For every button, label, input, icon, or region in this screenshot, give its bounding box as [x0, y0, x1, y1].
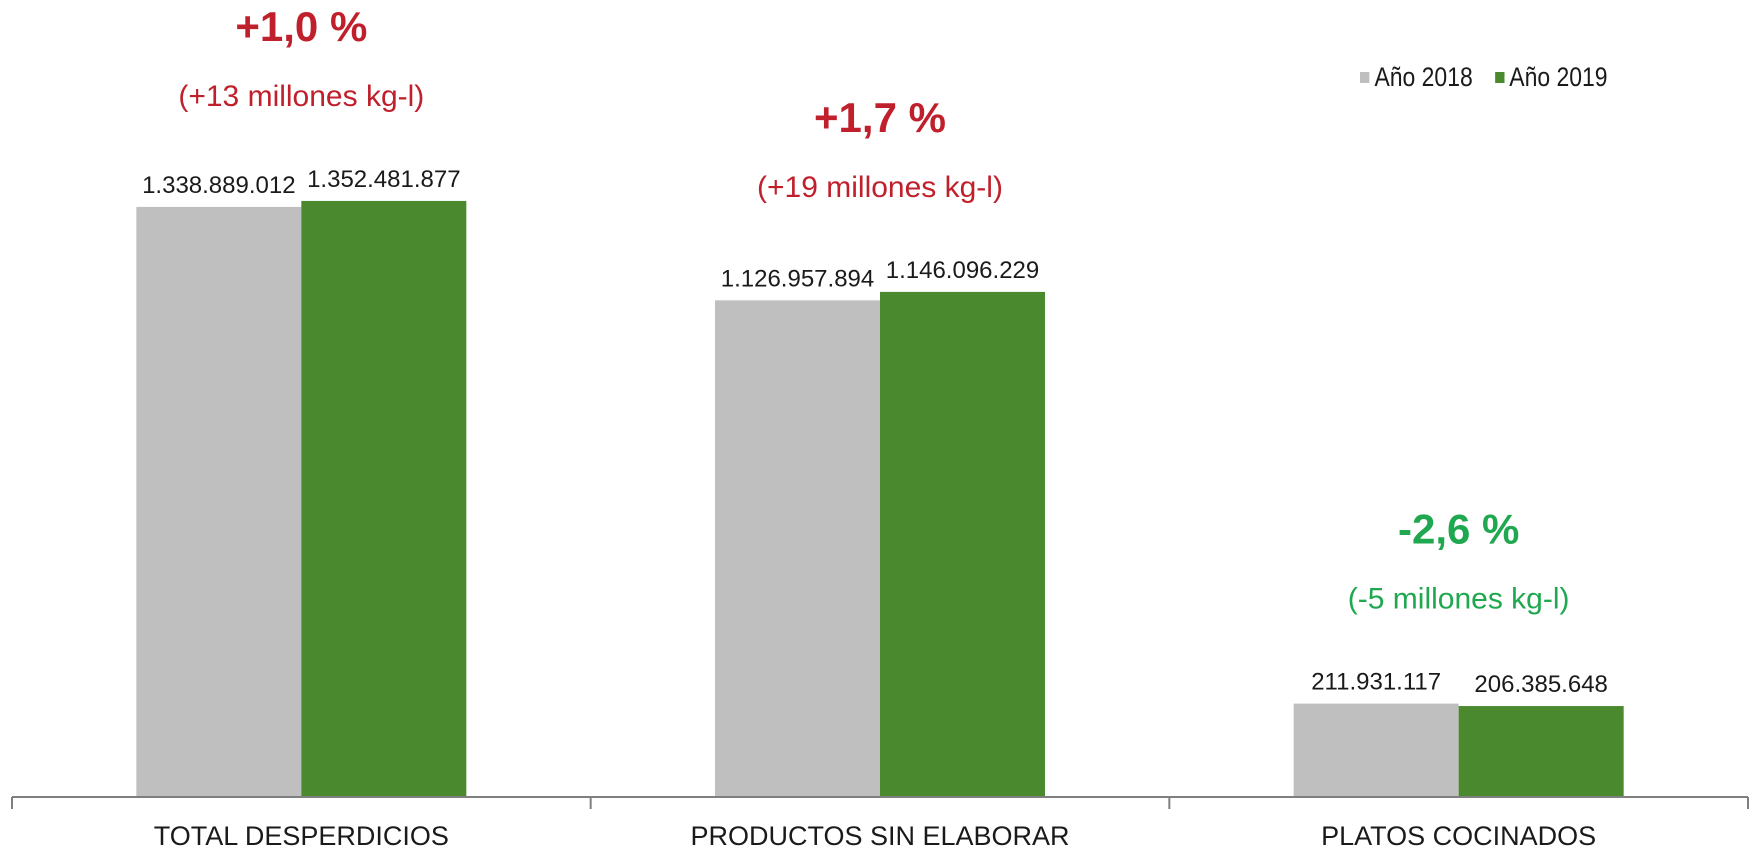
- bar-2019-2: [1458, 706, 1624, 797]
- bars-layer: [136, 200, 1624, 798]
- legend-swatch-2018: [1360, 72, 1370, 83]
- value-label-2019-0: 1.352.481.877: [307, 166, 460, 193]
- legend-label-2019: Año 2019: [1509, 62, 1608, 92]
- legend-swatch-2019: [1494, 72, 1505, 83]
- abs-change-label-2: (-5 millones kg-l): [1348, 583, 1570, 616]
- abs-change-label-0: (+13 millones kg-l): [178, 80, 424, 113]
- x-axis: TOTAL DESPERDICIOS PRODUCTOS SIN ELABORAR…: [11, 796, 1749, 850]
- legend-item-2019: Año 2019: [1494, 62, 1608, 93]
- bar-2019-1: [880, 291, 1045, 797]
- legend-label-2018: Año 2018: [1374, 62, 1473, 92]
- value-labels-layer: 1.338.889.012 1.352.481.877 1.126.957.894 1…: [142, 166, 1608, 698]
- value-label-2019-1: 1.146.096.229: [886, 257, 1039, 284]
- pct-change-label-2: -2,6 %: [1398, 506, 1519, 553]
- value-label-2019-2: 206.385.648: [1474, 671, 1607, 698]
- value-label-2018-1: 1.126.957.894: [721, 265, 874, 292]
- value-label-2018-0: 1.338.889.012: [142, 172, 295, 199]
- x-tick-label-2: PLATOS COCINADOS: [1321, 821, 1596, 850]
- annotations-layer: +1,0 % (+13 millones kg-l) +1,7 % (+19 mill…: [178, 3, 1569, 616]
- abs-change-label-1: (+19 millones kg-l): [757, 171, 1003, 204]
- value-label-2018-2: 211.931.117: [1311, 669, 1441, 696]
- bar-2018-2: [1293, 703, 1459, 797]
- legend: Año 2018 Año 2019: [1360, 62, 1608, 93]
- bar-2018-0: [136, 206, 302, 797]
- pct-change-label-1: +1,7 %: [814, 94, 946, 141]
- bar-2018-1: [715, 300, 880, 797]
- legend-item-2018: Año 2018: [1360, 62, 1473, 93]
- pct-change-label-0: +1,0 %: [235, 3, 367, 50]
- x-tick-label-0: TOTAL DESPERDICIOS: [154, 821, 449, 850]
- x-tick-label-1: PRODUCTOS SIN ELABORAR: [690, 821, 1069, 850]
- bar-2019-0: [301, 200, 467, 798]
